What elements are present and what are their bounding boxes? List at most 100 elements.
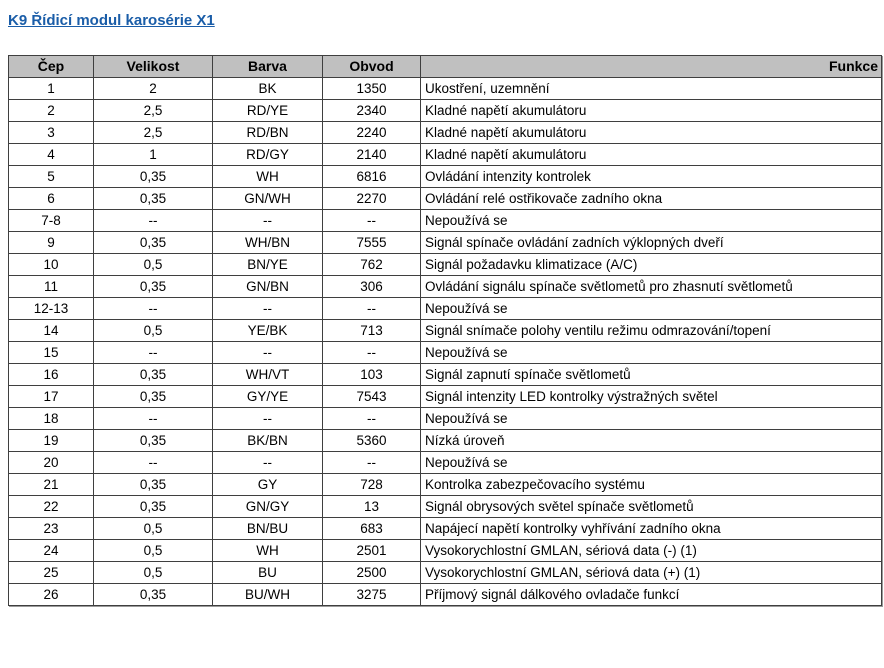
color-cell: -- (212, 341, 323, 364)
circuit-cell: -- (322, 297, 421, 320)
table-row: 25 0,5 BU 2500 Vysokorychlostní GMLAN, s… (8, 561, 882, 584)
size-cell: 2 (93, 77, 213, 100)
table-row: 3 2,5 RD/BN 2240 Kladné napětí akumuláto… (8, 121, 882, 144)
circuit-cell: 2501 (322, 539, 421, 562)
size-cell: -- (93, 297, 213, 320)
function-cell: Příjmový signál dálkového ovladače funkc… (420, 583, 882, 606)
color-cell: WH (212, 539, 323, 562)
circuit-cell: 2270 (322, 187, 421, 210)
circuit-cell: 2340 (322, 99, 421, 122)
table-row: 1 2 BK 1350 Ukostření, uzemnění (8, 77, 882, 100)
table-row: 21 0,35 GY 728 Kontrolka zabezpečovacího… (8, 473, 882, 496)
table-row: 10 0,5 BN/YE 762 Signál požadavku klimat… (8, 253, 882, 276)
circuit-cell: -- (322, 407, 421, 430)
size-cell: 2,5 (93, 99, 213, 122)
circuit-cell: 713 (322, 319, 421, 342)
size-cell: 0,5 (93, 517, 213, 540)
pin-cell: 12-13 (8, 297, 94, 320)
pinout-table-body: 1 2 BK 1350 Ukostření, uzemnění 2 2,5 RD… (8, 77, 882, 606)
size-cell: 0,35 (93, 275, 213, 298)
table-row: 17 0,35 GY/YE 7543 Signál intenzity LED … (8, 385, 882, 408)
pin-cell: 21 (8, 473, 94, 496)
size-cell: -- (93, 209, 213, 232)
color-cell: WH/BN (212, 231, 323, 254)
circuit-cell: 2500 (322, 561, 421, 584)
pin-cell: 23 (8, 517, 94, 540)
pin-cell: 6 (8, 187, 94, 210)
column-header-circuit: Obvod (322, 55, 421, 78)
color-cell: BK (212, 77, 323, 100)
pin-cell: 16 (8, 363, 94, 386)
size-cell: 2,5 (93, 121, 213, 144)
function-cell: Kontrolka zabezpečovacího systému (420, 473, 882, 496)
table-row: 26 0,35 BU/WH 3275 Příjmový signál dálko… (8, 583, 882, 606)
color-cell: GY (212, 473, 323, 496)
function-cell: Vysokorychlostní GMLAN, sériová data (+)… (420, 561, 882, 584)
table-row: 11 0,35 GN/BN 306 Ovládání signálu spína… (8, 275, 882, 298)
function-cell: Nízká úroveň (420, 429, 882, 452)
circuit-cell: 7543 (322, 385, 421, 408)
pin-cell: 18 (8, 407, 94, 430)
pin-cell: 15 (8, 341, 94, 364)
column-header-pin: Čep (8, 55, 94, 78)
pin-cell: 3 (8, 121, 94, 144)
function-cell: Nepoužívá se (420, 451, 882, 474)
header-row: Čep Velikost Barva Obvod Funkce (8, 55, 882, 78)
size-cell: 0,5 (93, 253, 213, 276)
size-cell: -- (93, 407, 213, 430)
size-cell: 0,35 (93, 363, 213, 386)
table-row: 16 0,35 WH/VT 103 Signál zapnutí spínače… (8, 363, 882, 386)
pin-cell: 1 (8, 77, 94, 100)
color-cell: BU (212, 561, 323, 584)
function-cell: Nepoužívá se (420, 297, 882, 320)
function-cell: Nepoužívá se (420, 209, 882, 232)
pin-cell: 22 (8, 495, 94, 518)
pin-cell: 14 (8, 319, 94, 342)
pin-cell: 7-8 (8, 209, 94, 232)
circuit-cell: 3275 (322, 583, 421, 606)
color-cell: GN/GY (212, 495, 323, 518)
function-cell: Nepoužívá se (420, 407, 882, 430)
circuit-cell: 13 (322, 495, 421, 518)
pin-cell: 2 (8, 99, 94, 122)
size-cell: 0,35 (93, 429, 213, 452)
circuit-cell: 1350 (322, 77, 421, 100)
color-cell: RD/YE (212, 99, 323, 122)
circuit-cell: 2140 (322, 143, 421, 166)
color-cell: -- (212, 451, 323, 474)
table-row: 23 0,5 BN/BU 683 Napájecí napětí kontrol… (8, 517, 882, 540)
table-row: 20 -- -- -- Nepoužívá se (8, 451, 882, 474)
size-cell: 0,35 (93, 495, 213, 518)
page-title[interactable]: K9 Řídicí modul karosérie X1 (8, 12, 215, 29)
pin-cell: 11 (8, 275, 94, 298)
function-cell: Ovládání intenzity kontrolek (420, 165, 882, 188)
color-cell: WH (212, 165, 323, 188)
size-cell: 0,35 (93, 187, 213, 210)
color-cell: -- (212, 407, 323, 430)
pin-cell: 9 (8, 231, 94, 254)
size-cell: 0,5 (93, 561, 213, 584)
table-row: 15 -- -- -- Nepoužívá se (8, 341, 882, 364)
pin-cell: 24 (8, 539, 94, 562)
color-cell: BN/YE (212, 253, 323, 276)
function-cell: Signál požadavku klimatizace (A/C) (420, 253, 882, 276)
table-row: 7-8 -- -- -- Nepoužívá se (8, 209, 882, 232)
color-cell: BN/BU (212, 517, 323, 540)
connector-pinout-page: K9 Řídicí modul karosérie X1 Čep Velikos… (8, 12, 882, 606)
pin-cell: 26 (8, 583, 94, 606)
function-cell: Vysokorychlostní GMLAN, sériová data (-)… (420, 539, 882, 562)
pin-cell: 19 (8, 429, 94, 452)
circuit-cell: 7555 (322, 231, 421, 254)
color-cell: -- (212, 209, 323, 232)
pin-cell: 4 (8, 143, 94, 166)
circuit-cell: 5360 (322, 429, 421, 452)
pinout-table: Čep Velikost Barva Obvod Funkce 1 2 BK 1… (8, 55, 882, 606)
circuit-cell: -- (322, 209, 421, 232)
table-row: 9 0,35 WH/BN 7555 Signál spínače ovládán… (8, 231, 882, 254)
circuit-cell: 103 (322, 363, 421, 386)
size-cell: 0,35 (93, 473, 213, 496)
size-cell: -- (93, 451, 213, 474)
function-cell: Signál spínače ovládání zadních výklopný… (420, 231, 882, 254)
function-cell: Kladné napětí akumulátoru (420, 143, 882, 166)
color-cell: RD/GY (212, 143, 323, 166)
